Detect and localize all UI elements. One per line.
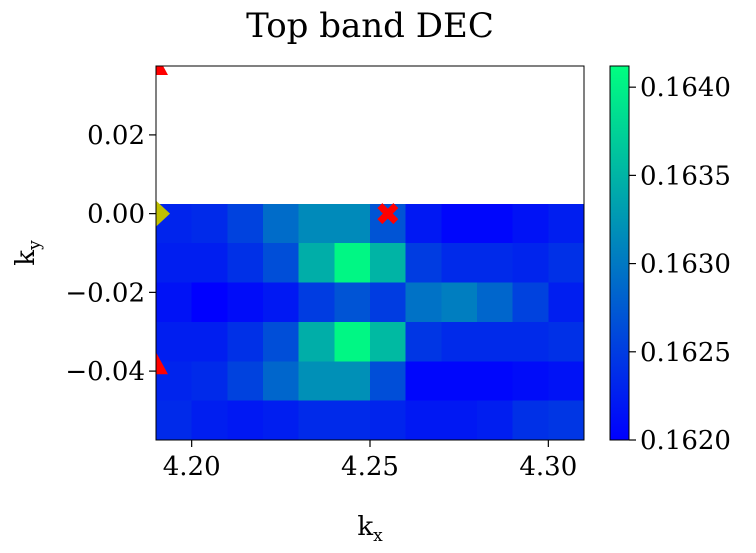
heatmap-cell [370, 361, 406, 401]
heatmap-cell [370, 243, 406, 283]
heatmap-cell [512, 361, 549, 401]
heatmap-cell [370, 400, 406, 440]
x-axis: 4.20 4.25 4.30 [163, 440, 577, 482]
heatmap-cell [477, 361, 513, 401]
heatmap-cell [405, 361, 442, 401]
heatmap-cell [405, 321, 442, 362]
heatmap-cell [334, 243, 370, 283]
colorbar-axis: 0.1620 0.1625 0.1630 0.1635 0.1640 [629, 73, 731, 456]
heatmap-cell [156, 400, 192, 440]
y-tick-label: −0.02 [65, 278, 145, 308]
heatmap-cell [548, 203, 584, 244]
heatmap-cell [227, 400, 263, 440]
heatmap-cell [156, 321, 192, 362]
heatmap-cell [263, 400, 299, 440]
colorbar-tick-label: 0.1620 [640, 426, 731, 456]
heatmap-cell [477, 321, 513, 362]
heatmap-cell [548, 361, 584, 401]
heatmap-cell [477, 400, 513, 440]
heatmap-cell [191, 203, 228, 244]
heatmap-cell [298, 282, 335, 322]
heatmap-cell [263, 361, 299, 401]
x-tick-label: 4.20 [163, 452, 221, 482]
heatmap-cell [227, 243, 263, 283]
y-axis-label: ky [11, 240, 45, 266]
heatmap-cell [156, 282, 192, 322]
heatmap-cell [512, 203, 549, 244]
heatmap-cell [191, 361, 228, 401]
heatmap-cell [512, 282, 549, 322]
heatmap-cell [191, 243, 228, 283]
colorbar-tick-label: 0.1640 [640, 73, 731, 103]
heatmap-cell [405, 282, 442, 322]
heatmap-cell [548, 243, 584, 283]
y-axis: 0.02 0.00 −0.02 −0.04 [65, 121, 156, 387]
colorbar-tick-label: 0.1630 [640, 250, 731, 280]
heatmap-cell [298, 203, 335, 244]
red-triangle-marker-bottom [156, 352, 168, 375]
y-tick-label: 0.02 [87, 121, 145, 151]
heatmap-cell [441, 282, 477, 322]
heatmap-cell [263, 203, 299, 244]
heatmap-cell [298, 400, 335, 440]
heatmap-cell [512, 243, 549, 283]
heatmap-cell [191, 400, 228, 440]
heatmap-cell [405, 203, 442, 244]
heatmap-cell [370, 282, 406, 322]
heatmap-cell [441, 203, 477, 244]
y-tick-label: −0.04 [65, 357, 145, 387]
heatmap-cell [512, 400, 549, 440]
heatmap-cell [477, 243, 513, 283]
heatmap-cell [227, 321, 263, 362]
red-triangle-marker-top [156, 66, 168, 75]
heatmap-cell [548, 282, 584, 322]
markers [156, 66, 399, 375]
heatmap-cell [263, 243, 299, 283]
x-tick-label: 4.25 [341, 452, 399, 482]
heatmap-cell [298, 243, 335, 283]
heatmap-cell [548, 400, 584, 440]
heatmap-cell [334, 282, 370, 322]
heatmap-cell [298, 321, 335, 362]
y-tick-label: 0.00 [87, 200, 145, 230]
heatmap-cell [405, 243, 442, 283]
heatmap-cell [334, 400, 370, 440]
heatmap-cell [227, 361, 263, 401]
heatmap-cell [298, 361, 335, 401]
colorbar-tick-label: 0.1635 [640, 161, 731, 191]
heatmap-cell [441, 321, 477, 362]
heatmap-cell [441, 243, 477, 283]
heatmap-cell [263, 321, 299, 362]
chart-title: Top band DEC [246, 6, 494, 46]
heatmap-cell [405, 400, 442, 440]
red-x-marker [377, 203, 399, 225]
heatmap-cell [334, 203, 370, 244]
heatmap-cell [548, 321, 584, 362]
heatmap-cell [191, 282, 228, 322]
heatmap-cells [156, 203, 584, 440]
heatmap-cell [477, 282, 513, 322]
colorbar-tick-label: 0.1625 [640, 338, 731, 368]
colorbar [609, 65, 630, 441]
heatmap-cell [441, 400, 477, 440]
heatmap-cell [191, 321, 228, 362]
heatmap-cell [334, 361, 370, 401]
x-axis-label: kx [357, 512, 383, 546]
heatmap-cell [477, 203, 513, 244]
heatmap-cell [441, 361, 477, 401]
heatmap-cell [334, 321, 370, 362]
heatmap-cell [512, 321, 549, 362]
heatmap-cell [263, 282, 299, 322]
heatmap-cell [156, 243, 192, 283]
x-tick-label: 4.30 [519, 452, 577, 482]
yellow-diamond-marker [156, 200, 170, 227]
heatmap-cell [370, 321, 406, 362]
heatmap-cell [227, 203, 263, 244]
heatmap-cell [227, 282, 263, 322]
